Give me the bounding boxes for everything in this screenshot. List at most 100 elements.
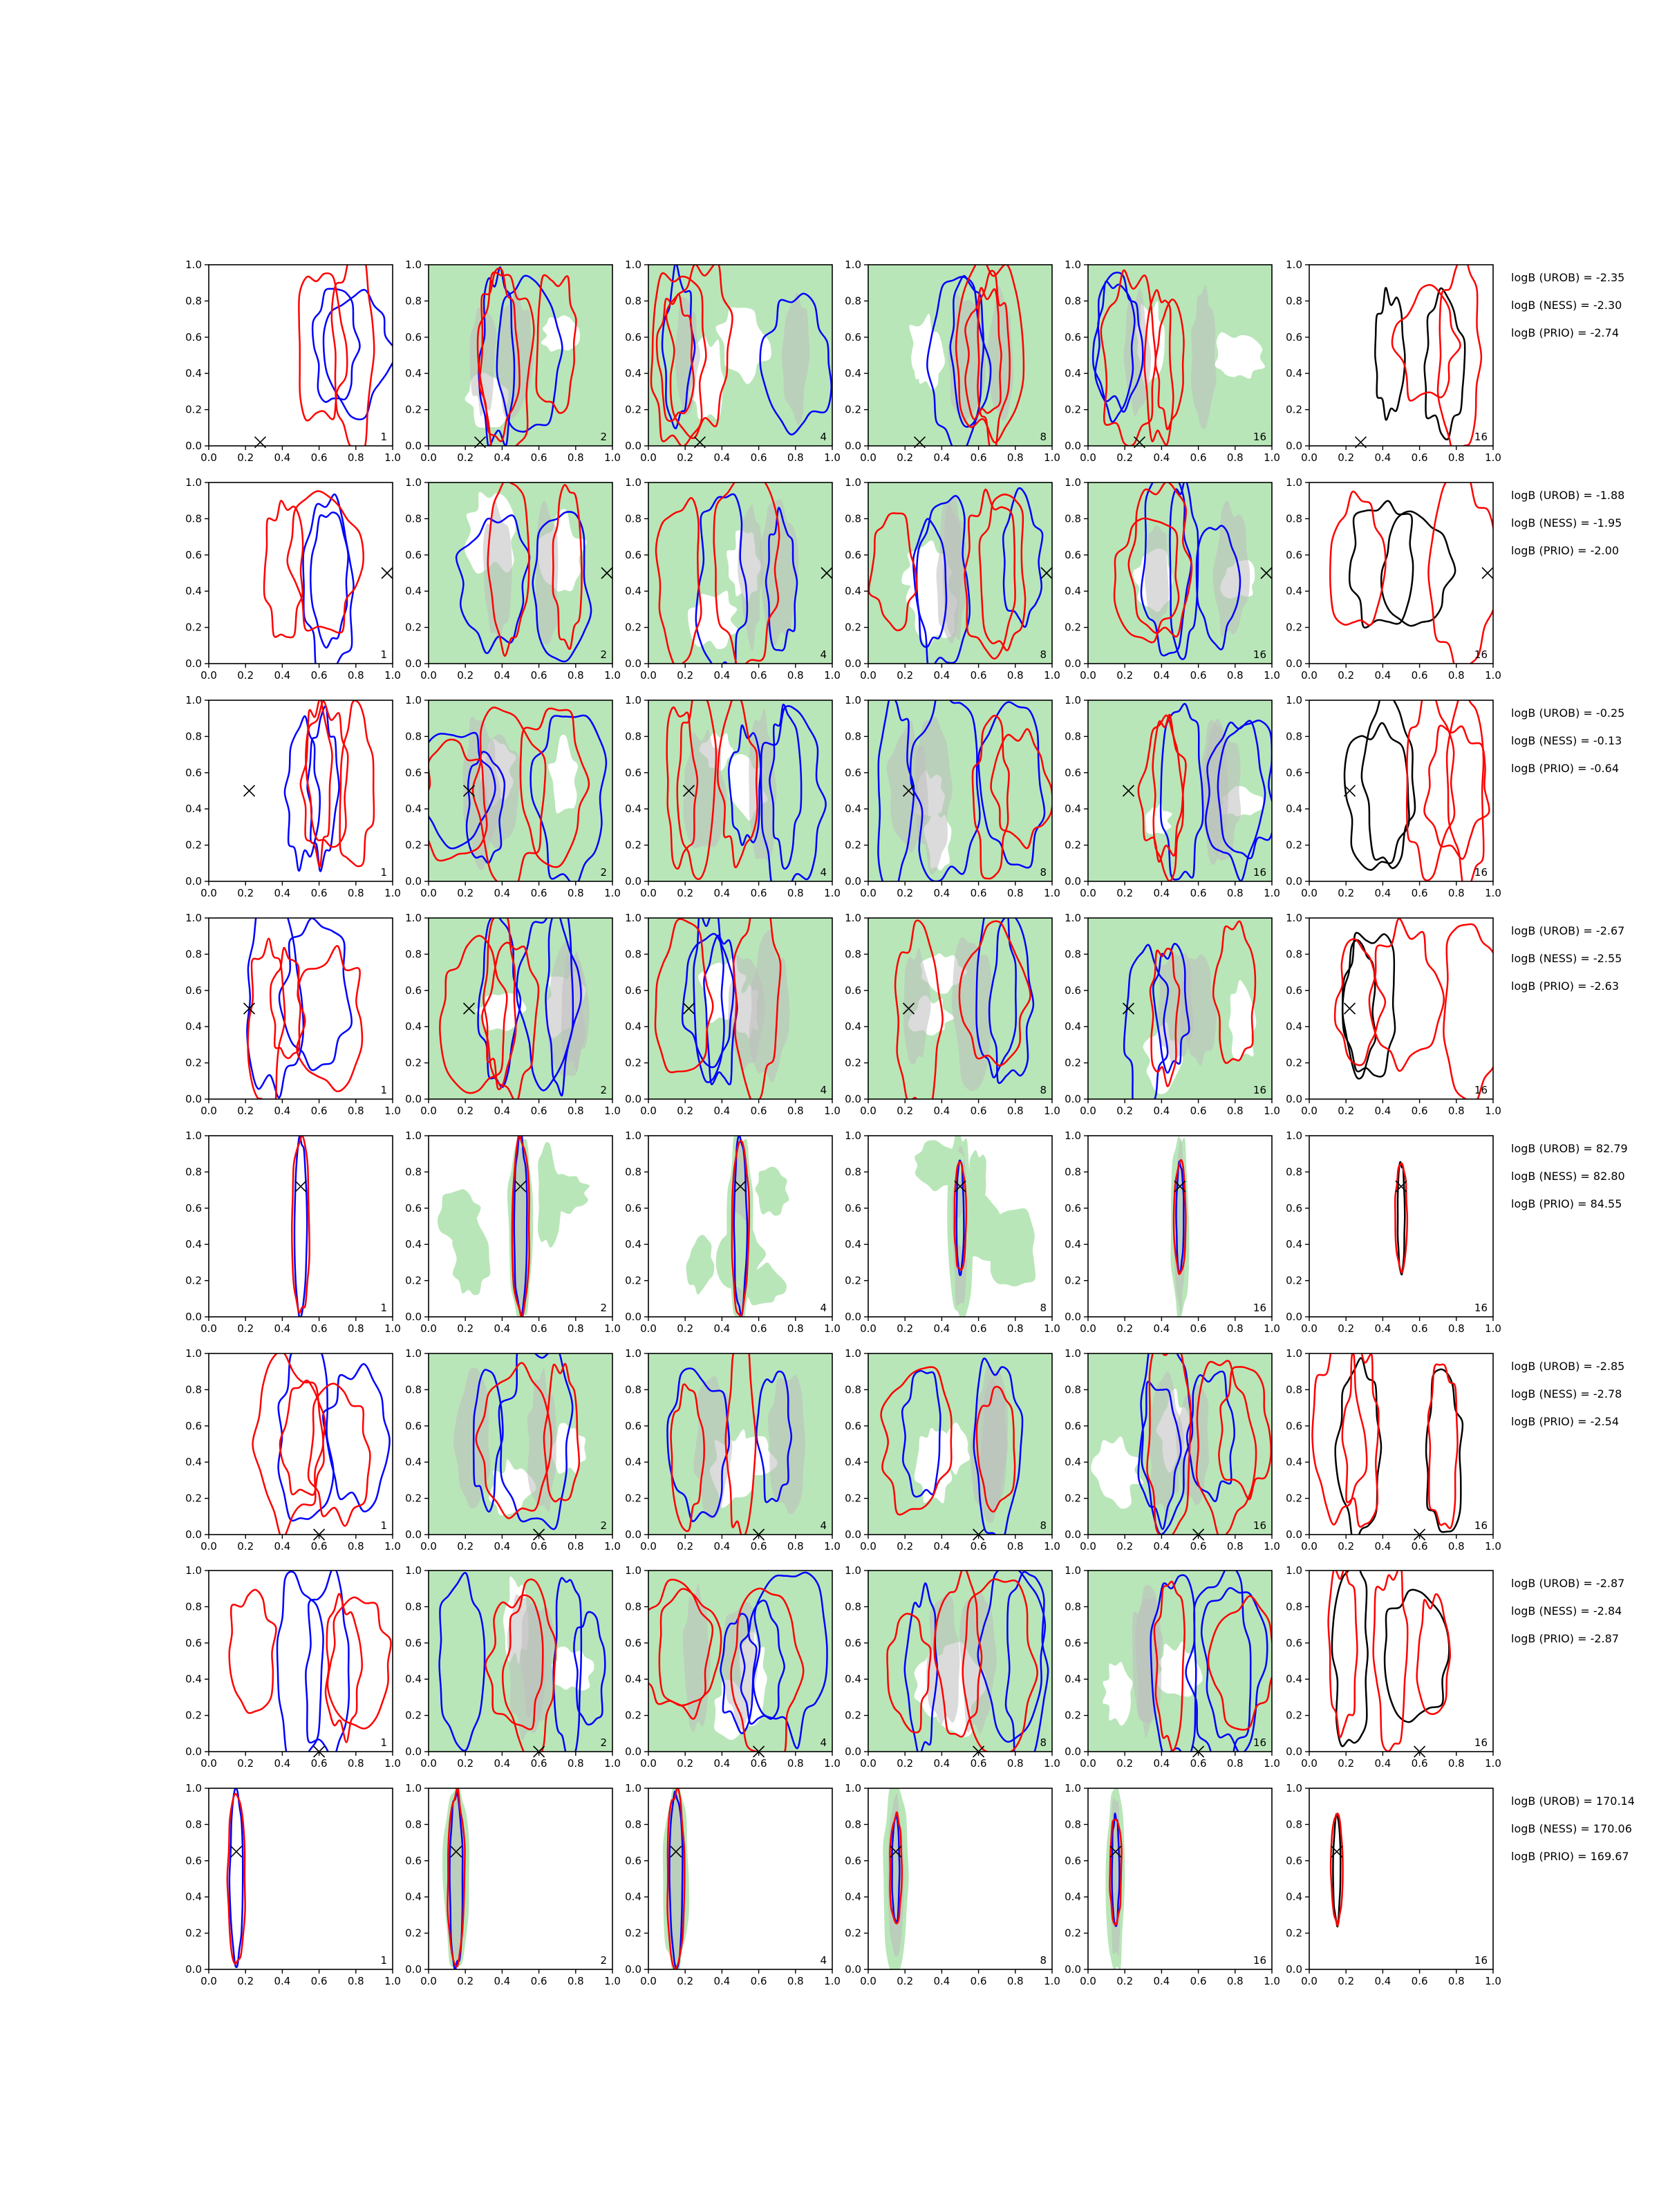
x-tick-label: 0.0 xyxy=(1301,451,1318,464)
x-tick-label: 0.4 xyxy=(274,1757,290,1770)
x-tick-label: 0.6 xyxy=(1190,451,1207,464)
y-tick-label: 0.8 xyxy=(625,1818,641,1830)
contour-line xyxy=(429,738,488,862)
y-tick-label: 0.0 xyxy=(625,440,641,452)
truth-marker xyxy=(1414,1528,1426,1541)
plot-frame xyxy=(1087,1570,1273,1752)
density-gap xyxy=(1145,802,1172,835)
y-tick-label: 0.0 xyxy=(185,1745,202,1758)
y-tick-label: 0.0 xyxy=(185,440,202,452)
x-tick-label: 1.0 xyxy=(1044,1975,1060,1987)
x-tick-label: 0.8 xyxy=(1448,451,1465,464)
plot-frame xyxy=(868,1788,1053,1970)
plot-frame xyxy=(648,1135,833,1318)
panel-contours xyxy=(1088,1353,1272,1535)
plot-frame xyxy=(1309,1570,1494,1752)
x-tick-label: 0.6 xyxy=(531,887,547,899)
contour-line xyxy=(330,265,375,446)
y-tick-label: 0.0 xyxy=(1065,1745,1081,1758)
x-tick-label: 0.8 xyxy=(1227,451,1244,464)
y-tick-label: 0.4 xyxy=(625,1020,641,1033)
contour-line xyxy=(513,1136,528,1317)
x-tick-label: 0.4 xyxy=(1374,1757,1391,1770)
plot-frame xyxy=(428,264,613,447)
density-core xyxy=(903,948,931,1065)
panel-contours xyxy=(1343,700,1490,881)
x-tick-label: 1.0 xyxy=(1044,1540,1060,1553)
y-tick-label: 0.8 xyxy=(845,1165,861,1178)
x-tick-label: 0.6 xyxy=(311,1322,328,1335)
panel-contours xyxy=(662,1788,690,1969)
panel-r7-c1: 0.00.0 0.2 0.2 0.4 0.4 0.6 0.6 0.8 0.8 1.0 1.0 1 xyxy=(185,1564,401,1770)
x-tick-label: 0.4 xyxy=(1374,1105,1391,1117)
contour-line xyxy=(247,937,286,1099)
stats-r5: logB (UROB) = 82.79 logB (NESS) = 82.80 lo… xyxy=(1511,1142,1628,1210)
contour-line xyxy=(529,714,608,881)
plot-frame xyxy=(1087,482,1273,664)
y-tick-label: 0.8 xyxy=(405,1165,422,1178)
x-tick-label: 0.2 xyxy=(1338,1322,1354,1335)
x-tick-label: 0.0 xyxy=(1080,1322,1096,1335)
y-tick-label: 0.8 xyxy=(1286,512,1302,525)
panel-r1-c1: 0.00.0 0.2 0.2 0.4 0.4 0.6 0.6 0.8 0.8 1.0 1.0 1 xyxy=(185,259,401,464)
truth-marker xyxy=(294,1180,307,1192)
x-tick-label: 0.0 xyxy=(200,1757,217,1770)
y-tick-label: 0.6 xyxy=(625,1202,641,1215)
contour-line xyxy=(482,918,517,1091)
x-tick-label: 0.8 xyxy=(1448,669,1465,682)
plot-frame xyxy=(1309,1135,1494,1318)
y-tick-label: 0.8 xyxy=(185,1383,202,1396)
plot-frame xyxy=(428,700,613,882)
y-tick-label: 0.2 xyxy=(1286,404,1302,416)
truth-marker xyxy=(1395,1180,1407,1192)
x-tick-label: 0.0 xyxy=(860,1540,877,1553)
y-tick-label: 0.0 xyxy=(185,875,202,888)
y-tick-label: 0.2 xyxy=(625,404,641,416)
y-tick-label: 0.8 xyxy=(845,1600,861,1613)
logb-stat: logB (NESS) = -2.84 xyxy=(1511,1604,1622,1618)
truth-marker xyxy=(1481,567,1494,579)
y-tick-label: 1.0 xyxy=(845,912,861,924)
x-tick-label: 0.6 xyxy=(971,887,987,899)
x-tick-label: 0.0 xyxy=(1301,1975,1318,1987)
contour-line xyxy=(693,918,725,1083)
contour-line xyxy=(228,1588,277,1714)
y-tick-label: 1.0 xyxy=(1286,1782,1302,1794)
x-tick-label: 0.2 xyxy=(1116,1757,1133,1770)
y-tick-label: 1.0 xyxy=(185,259,202,271)
x-tick-label: 0.4 xyxy=(274,1540,290,1553)
x-tick-label: 0.0 xyxy=(1080,1975,1096,1987)
y-tick-label: 0.6 xyxy=(625,767,641,779)
truth-marker xyxy=(902,785,915,797)
x-tick-label: 1.0 xyxy=(824,1105,841,1117)
contour-line xyxy=(977,1571,1047,1743)
x-tick-label: 0.0 xyxy=(420,1105,437,1117)
y-tick-label: 0.2 xyxy=(625,1492,641,1505)
y-tick-label: 0.4 xyxy=(185,1238,202,1250)
panel-contours xyxy=(1088,265,1272,446)
x-tick-label: 0.6 xyxy=(1412,1105,1428,1117)
panel-r1-c3: 0.00.0 0.2 0.2 0.4 0.4 0.6 0.6 0.8 0.8 1.0 1.0 4 xyxy=(625,259,841,464)
y-tick-label: 0.0 xyxy=(625,1311,641,1323)
y-tick-label: 0.4 xyxy=(1286,803,1302,815)
panel-label: 1 xyxy=(380,648,387,661)
y-tick-label: 0.4 xyxy=(1286,585,1302,597)
x-tick-label: 0.6 xyxy=(751,669,767,682)
contour-line xyxy=(299,700,333,868)
y-tick-label: 0.4 xyxy=(845,1456,861,1468)
panel-contours xyxy=(263,490,364,664)
panel-contours xyxy=(429,1571,612,1752)
density-gap xyxy=(552,1647,594,1691)
y-tick-label: 0.0 xyxy=(185,1093,202,1105)
y-tick-label: 0.8 xyxy=(185,1600,202,1613)
contour-line xyxy=(1343,722,1410,871)
contour-line xyxy=(977,701,1046,869)
contour-line xyxy=(1383,1588,1450,1723)
stats-r6: logB (UROB) = -2.85 logB (NESS) = -2.78 lo… xyxy=(1511,1360,1624,1428)
x-tick-label: 0.8 xyxy=(1448,1975,1465,1987)
truth-marker xyxy=(973,1528,985,1541)
y-tick-label: 0.8 xyxy=(185,730,202,742)
panel-label: 16 xyxy=(1253,1736,1266,1749)
y-tick-label: 0.6 xyxy=(185,331,202,344)
y-tick-label: 0.0 xyxy=(625,875,641,888)
